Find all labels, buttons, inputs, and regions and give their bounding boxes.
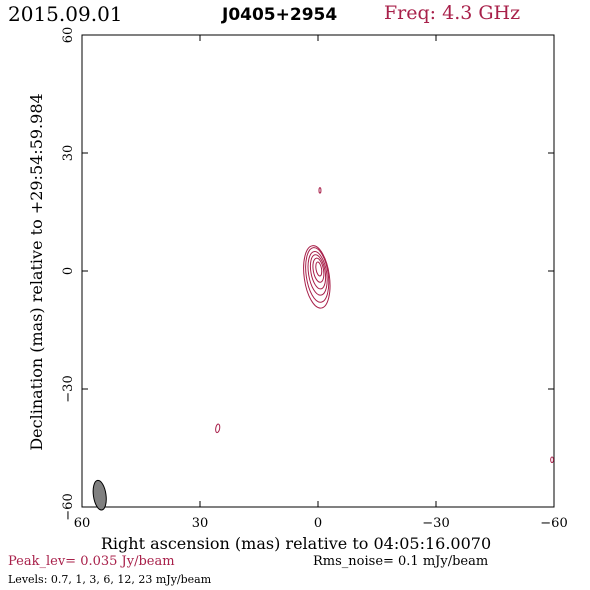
plot-frame bbox=[81, 34, 555, 508]
core-contour-2 bbox=[307, 251, 328, 296]
core-contour-1 bbox=[305, 247, 330, 303]
axis-tick-labels: 60 30 0 −30 −60 −60 −30 0 30 60 bbox=[61, 27, 568, 531]
x-tick-label-1: 30 bbox=[192, 516, 209, 531]
outlier-contour-1 bbox=[215, 423, 221, 434]
core-contour-4 bbox=[312, 257, 325, 283]
x-tick-label-4: −60 bbox=[540, 516, 567, 531]
y-tick-label-2: 0 bbox=[61, 267, 76, 275]
frequency-label: Freq: 4.3 GHz bbox=[384, 2, 521, 24]
x-tick-label-3: −30 bbox=[422, 516, 449, 531]
y-tick-label-0: −60 bbox=[61, 493, 76, 520]
y-tick-label-3: 30 bbox=[61, 145, 76, 162]
outlier-contour-0 bbox=[318, 187, 322, 194]
x-tick-label-0: 60 bbox=[74, 516, 91, 531]
contour-levels: Levels: 0.7, 1, 3, 6, 12, 23 mJy/beam bbox=[8, 573, 212, 586]
rms-noise: Rms_noise= 0.1 mJy/beam bbox=[313, 554, 489, 569]
peak-level: Peak_lev= 0.035 Jy/beam bbox=[8, 554, 175, 569]
outlier-contour-2 bbox=[550, 456, 554, 464]
core-contour-0 bbox=[303, 245, 331, 309]
beam-layer bbox=[92, 479, 107, 511]
beam-ellipse bbox=[92, 479, 107, 511]
y-tick-label-1: −30 bbox=[61, 375, 76, 402]
axis-ticks bbox=[81, 34, 555, 508]
core-contour-5 bbox=[315, 261, 323, 277]
contour-layer bbox=[215, 187, 554, 464]
source-name: J0405+2954 bbox=[222, 5, 338, 25]
y-axis-title: Declination (mas) relative to +29:54:59.… bbox=[27, 93, 46, 450]
core-contour-3 bbox=[309, 254, 327, 290]
x-axis-title: Right ascension (mas) relative to 04:05:… bbox=[101, 534, 491, 553]
y-tick-label-4: 60 bbox=[61, 27, 76, 44]
x-tick-label-2: 0 bbox=[314, 516, 322, 531]
observation-date: 2015.09.01 bbox=[8, 2, 123, 26]
